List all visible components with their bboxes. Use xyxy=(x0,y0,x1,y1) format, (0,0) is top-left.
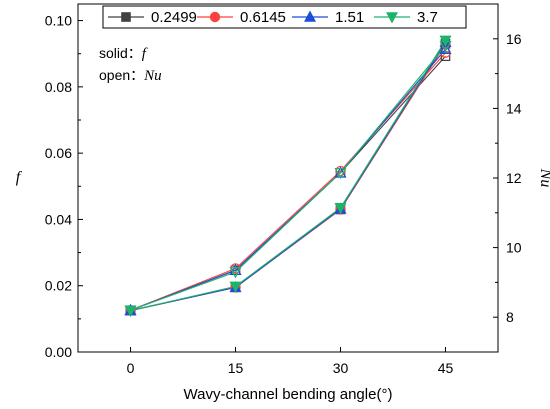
legend-entry: 0.6145 xyxy=(197,9,286,26)
x-tick-label: 15 xyxy=(228,360,244,376)
data-point-f xyxy=(334,203,347,215)
x-axis: 0 15 30 45 xyxy=(127,347,454,376)
legend-label: 0.2499 xyxy=(151,9,197,26)
x-tick-label: 0 xyxy=(127,360,135,376)
y-right-tick-label: 12 xyxy=(506,170,522,186)
y-left-tick-label: 0.08 xyxy=(45,79,72,95)
legend-marker xyxy=(121,12,131,22)
y-right-tick-label: 10 xyxy=(506,240,522,256)
x-tick-label: 45 xyxy=(438,360,454,376)
legend-box xyxy=(102,5,467,29)
y-left-tick-label: 0.00 xyxy=(45,344,72,360)
series-line-nu-0.6145 xyxy=(130,52,446,311)
legend-entry: 3.7 xyxy=(374,9,438,26)
data-point-f xyxy=(229,281,242,293)
series-line-f-3.7 xyxy=(130,40,446,312)
annotation-open-symbol: Nu xyxy=(143,68,162,84)
series-line-f-0.6145 xyxy=(130,43,446,312)
y-left-tick-label: 0.10 xyxy=(45,13,72,29)
y-axis-left: 0.00 0.02 0.04 0.06 0.08 0.10 xyxy=(45,13,83,360)
x-axis-title: Wavy-channel bending angle(°) xyxy=(184,386,393,403)
annotation-solid-symbol: f xyxy=(142,46,148,62)
series-line-f-0.2499 xyxy=(130,43,446,312)
x-tick-label: 30 xyxy=(333,360,349,376)
y-axis-right-title: Nu xyxy=(537,168,550,188)
legend-marker xyxy=(304,10,316,22)
data-point-nu xyxy=(229,267,242,279)
data-point-nu xyxy=(439,42,452,55)
annotation-block: solid：f open：Nu xyxy=(99,45,162,84)
legend: 0.2499 0.6145 1.51 3.7 xyxy=(102,5,467,29)
data-point-nu xyxy=(229,263,242,276)
data-point-f xyxy=(439,35,452,47)
annotation-open: open：Nu xyxy=(99,67,162,84)
series-line-nu-1.51 xyxy=(130,48,446,311)
data-point-nu xyxy=(124,305,137,317)
legend-label: 0.6145 xyxy=(240,9,286,26)
y-left-tick-label: 0.04 xyxy=(45,211,72,227)
y-left-tick-label: 0.06 xyxy=(45,145,72,161)
y-right-tick-label: 8 xyxy=(506,309,514,325)
data-point-nu xyxy=(439,40,452,53)
series-line-nu-0.2499 xyxy=(130,55,446,311)
data-point-nu xyxy=(334,167,347,180)
series-layer xyxy=(124,35,452,318)
annotation-solid-prefix: solid： xyxy=(99,45,142,61)
annotation-open-prefix: open： xyxy=(99,67,144,83)
legend-entry: 0.2499 xyxy=(108,9,197,26)
legend-label: 3.7 xyxy=(417,9,438,26)
annotation-solid: solid：f xyxy=(99,45,148,62)
y-right-tick-label: 14 xyxy=(506,100,522,116)
legend-marker xyxy=(209,11,221,23)
series-line-f-1.51 xyxy=(130,41,446,312)
legend-entry: 1.51 xyxy=(292,9,364,26)
series-line-nu-3.7 xyxy=(130,45,446,311)
y-right-tick-label: 16 xyxy=(506,31,522,47)
y-left-tick-label: 0.02 xyxy=(45,278,72,294)
legend-label: 1.51 xyxy=(335,9,364,26)
legend-marker xyxy=(386,12,398,24)
y-axis-right: 8 10 12 14 16 xyxy=(493,3,522,353)
y-axis-left-title: f xyxy=(16,169,23,186)
